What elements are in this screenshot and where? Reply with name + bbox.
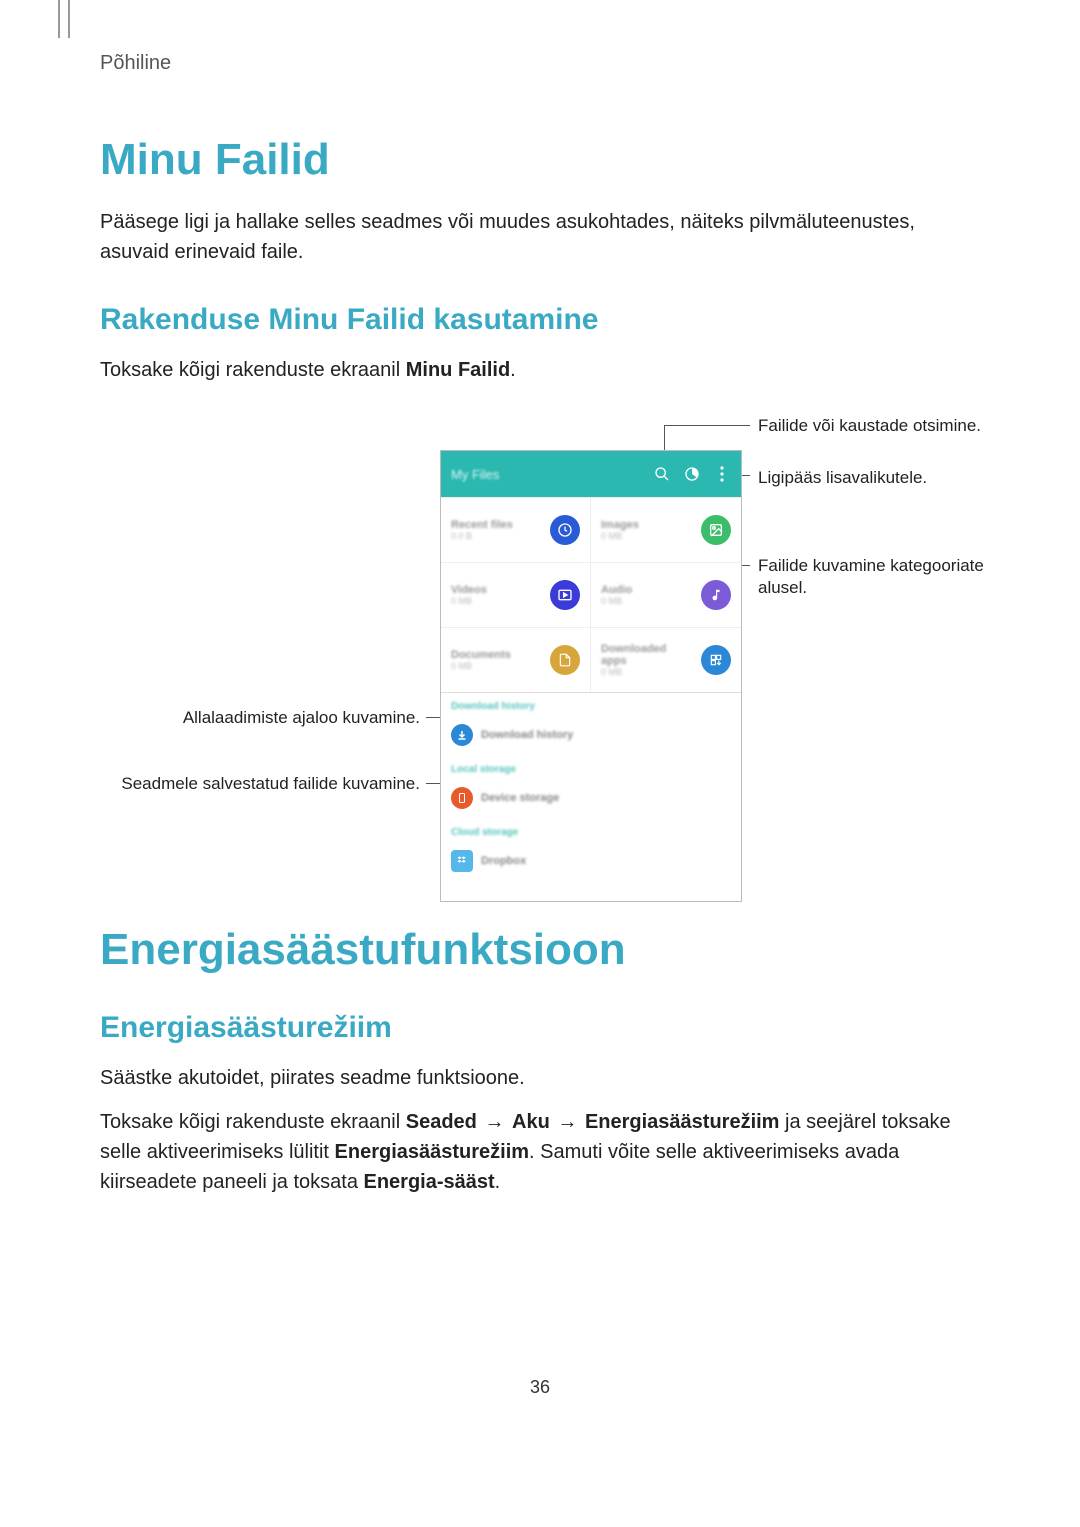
cat-documents-label: Documents [451, 649, 542, 661]
cat-audio[interactable]: Audio 0 MB [591, 562, 741, 627]
cat-videos-sub: 0 MB [451, 596, 542, 606]
instr-prefix: Toksake kõigi rakenduste ekraanil [100, 359, 406, 381]
dl-row-label: Download history [481, 729, 573, 741]
callout-search: Failide või kaustade otsimine. [758, 415, 1018, 437]
cat-images-sub: 0 MB [601, 531, 693, 541]
section-header: Põhiline [100, 52, 980, 75]
cat-videos[interactable]: Videos 0 MB [441, 562, 591, 627]
intro-paragraph: Pääsege ligi ja hallake selles seadmes v… [100, 207, 980, 267]
images-icon [701, 515, 731, 545]
callout-options: Ligipääs lisavalikutele. [758, 467, 1018, 489]
storage-icon[interactable] [683, 465, 701, 483]
p-saastke: Säästke akutoidet, piirates seadme funkt… [100, 1063, 980, 1093]
page-number: 36 [100, 1377, 980, 1398]
local-header: Local storage [451, 764, 731, 775]
h1-energiasaastu: Energiasäästufunktsioon [100, 925, 980, 975]
row-download-history[interactable]: Download history [451, 716, 731, 754]
dropbox-icon [451, 850, 473, 872]
p2-b3: Energiasäästurežiim [585, 1111, 780, 1133]
more-icon[interactable] [713, 465, 731, 483]
documents-icon [550, 645, 580, 675]
section-download-history: Download history Download history [441, 693, 741, 756]
instr-suffix: . [510, 359, 516, 381]
audio-icon [701, 580, 731, 610]
p2-end: . [495, 1171, 501, 1193]
section-local-storage: Local storage Device storage [441, 756, 741, 819]
recent-icon [550, 515, 580, 545]
row-dropbox[interactable]: Dropbox [451, 842, 731, 880]
arrow-2: → [550, 1111, 585, 1133]
cat-videos-label: Videos [451, 584, 542, 596]
p-toksake: Toksake kõigi rakenduste ekraanil Seaded… [100, 1107, 980, 1197]
arrow-1: → [477, 1111, 512, 1133]
cat-audio-sub: 0 MB [601, 596, 693, 606]
row-device-storage[interactable]: Device storage [451, 779, 731, 817]
h2-rakenduse: Rakenduse Minu Failid kasutamine [100, 303, 980, 337]
callout-downloads: Allalaadimiste ajaloo kuvamine. [100, 707, 420, 729]
downloaded-apps-icon [701, 645, 731, 675]
phone-screenshot: My Files Recent files 0.0 B [440, 450, 742, 902]
cat-dlapps-sub: 0 MB [601, 667, 693, 677]
callout-device: Seadmele salvestatud failide kuvamine. [100, 773, 420, 795]
section-cloud-storage: Cloud storage Dropbox [441, 819, 741, 882]
page-top-rule [58, 0, 70, 38]
cloud-header: Cloud storage [451, 827, 731, 838]
figure-my-files: Failide või kaustade otsimine. Ligipääs … [100, 415, 980, 915]
cat-documents-sub: 0 MB [451, 661, 542, 671]
p2-b2: Aku [512, 1111, 550, 1133]
instruction-1: Toksake kõigi rakenduste ekraanil Minu F… [100, 355, 980, 385]
p2-b5: Energia-sääst [364, 1171, 495, 1193]
cat-downloaded-apps[interactable]: Downloaded apps 0 MB [591, 627, 741, 692]
local-row-label: Device storage [481, 792, 559, 804]
category-grid: Recent files 0.0 B Images 0 MB [441, 497, 741, 693]
download-history-icon [451, 724, 473, 746]
cat-images-label: Images [601, 519, 693, 531]
h2-energiasaasturez: Energiasäästurežiim [100, 1011, 980, 1045]
cat-audio-label: Audio [601, 584, 693, 596]
p2-prefix: Toksake kõigi rakenduste ekraanil [100, 1111, 406, 1133]
callout-categories: Failide kuvamine kategooriate alusel. [758, 555, 1018, 599]
cat-recent-label: Recent files [451, 519, 542, 531]
lead-search-h [664, 425, 750, 426]
cat-dlapps-label: Downloaded apps [601, 643, 693, 667]
cat-recent-sub: 0.0 B [451, 531, 542, 541]
cat-documents[interactable]: Documents 0 MB [441, 627, 591, 692]
p2-b1: Seaded [406, 1111, 477, 1133]
app-header: My Files [441, 451, 741, 497]
cat-images[interactable]: Images 0 MB [591, 497, 741, 562]
videos-icon [550, 580, 580, 610]
h1-minu-failid: Minu Failid [100, 135, 980, 185]
instr-bold: Minu Failid [406, 359, 510, 381]
cat-recent[interactable]: Recent files 0.0 B [441, 497, 591, 562]
p2-b4: Energiasäästurežiim [335, 1141, 530, 1163]
app-title: My Files [451, 467, 641, 482]
dl-header: Download history [451, 701, 731, 712]
search-icon[interactable] [653, 465, 671, 483]
device-storage-icon [451, 787, 473, 809]
cloud-row-label: Dropbox [481, 855, 526, 867]
